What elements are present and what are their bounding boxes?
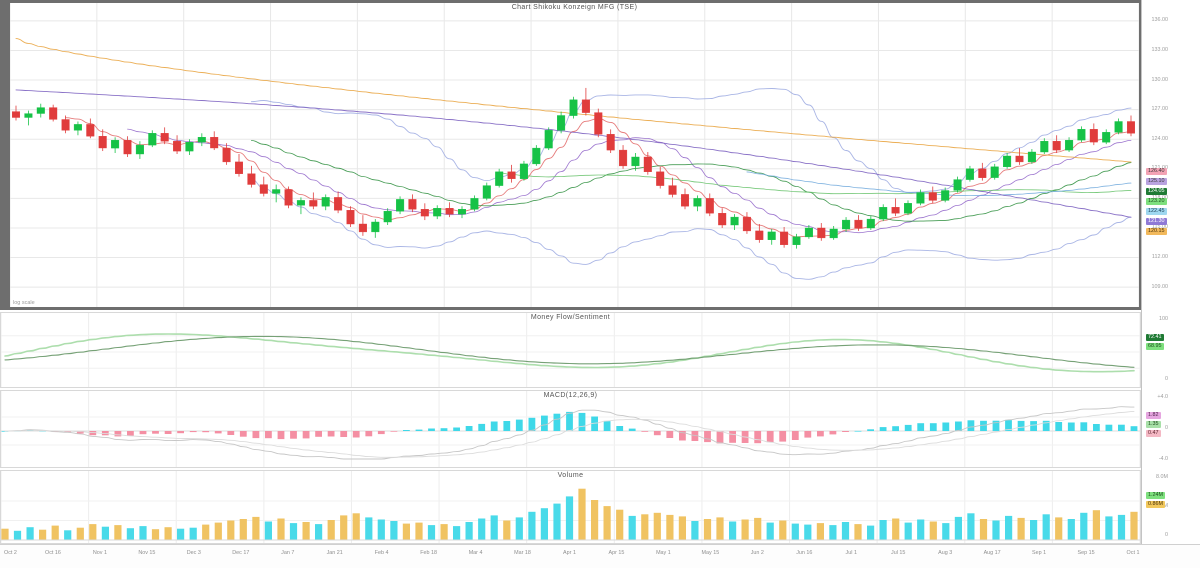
price-axis-value-badge[interactable]: 123.20 <box>1146 198 1167 205</box>
price-axis-tick: 136.00 <box>1151 17 1169 24</box>
date-axis-label: Mar 4 <box>468 550 483 556</box>
price-axis-value-badge[interactable]: 121.30 <box>1146 218 1167 225</box>
date-axis-label: Jun 16 <box>796 550 813 556</box>
date-axis-label: Apr 15 <box>608 550 625 556</box>
panel-value-badge[interactable]: 72.41 <box>1146 334 1164 341</box>
price-axis-value-badge[interactable]: 126.40 <box>1146 168 1167 175</box>
date-axis-label: Jun 2 <box>750 550 764 556</box>
price-axis-column[interactable]: 136.00133.00130.00127.00124.00121.00118.… <box>1141 0 1200 544</box>
price-axis-tick: 130.00 <box>1151 76 1169 83</box>
date-axis-label: Dec 17 <box>232 550 250 556</box>
price-axis-tick: 109.00 <box>1151 283 1169 290</box>
money-flow-title: Money Flow/Sentiment <box>530 314 611 321</box>
panel-value-badge[interactable]: 68.95 <box>1146 343 1164 350</box>
money-flow-canvas[interactable] <box>1 313 1140 387</box>
panel-axis-max: +4.0 <box>1157 394 1168 400</box>
volume-title: Volume <box>557 472 584 479</box>
panel-value-badge[interactable]: 1.24M <box>1146 492 1165 499</box>
price-axis-tick: 112.00 <box>1151 254 1168 261</box>
date-axis-label: Feb 4 <box>374 550 389 556</box>
panel-axis-min: 0 <box>1165 532 1168 538</box>
date-axis: Oct 2 Oct 16 Nov 1 Nov 15 Dec 3 Dec 17 Jan 7 Ja… <box>0 544 1200 568</box>
date-axis-label: Aug 17 <box>983 550 1001 556</box>
price-axis-value-badge[interactable]: 122.45 <box>1146 208 1167 215</box>
date-axis-label: Nov 1 <box>92 550 107 556</box>
panel-value-badge[interactable]: 1.82 <box>1146 412 1161 419</box>
date-axis-label: Dec 3 <box>186 550 201 556</box>
date-axis-label: Mar 18 <box>514 550 531 556</box>
date-axis-label: Feb 18 <box>420 550 438 556</box>
date-axis-label: Oct 16 <box>45 550 61 556</box>
price-axis-tick: 124.00 <box>1151 135 1169 142</box>
date-axis-label: Jul 1 <box>845 550 857 556</box>
price-panel[interactable]: Chart Shikoku Konzeign MFG (TSE) log sca… <box>10 3 1139 307</box>
date-axis-label: Nov 15 <box>138 550 156 556</box>
money-flow-panel[interactable]: Money Flow/Sentiment <box>0 312 1141 388</box>
volume-panel[interactable]: Volume <box>0 470 1141 544</box>
date-axis-label: May 15 <box>701 550 720 556</box>
price-axis-tick: 133.00 <box>1151 46 1169 53</box>
date-axis-label: Jan 21 <box>326 550 343 556</box>
date-axis-label: Aug 3 <box>938 550 953 556</box>
macd-canvas[interactable] <box>1 391 1140 467</box>
price-panel-title: Chart Shikoku Konzeign MFG (TSE) <box>511 4 638 11</box>
price-axis-value-badge[interactable]: 125.10 <box>1146 178 1167 185</box>
date-axis-label: Jan 7 <box>281 550 295 556</box>
date-axis-label: Sep 1 <box>1032 550 1047 556</box>
panel-axis-max: 8.0M <box>1156 474 1168 480</box>
price-scale-label: log scale <box>13 300 35 306</box>
date-axis-label: May 1 <box>656 550 671 556</box>
price-panel-frame: Chart Shikoku Konzeign MFG (TSE) log sca… <box>0 0 1141 310</box>
date-axis-label: Jul 15 <box>891 550 906 556</box>
panel-axis-zero: 0 <box>1165 425 1168 431</box>
macd-title: MACD(12,26,9) <box>543 392 598 399</box>
date-axis-label: Oct 2 <box>4 550 17 556</box>
panel-value-badge[interactable]: 0.47 <box>1146 430 1161 437</box>
panel-value-badge[interactable]: 1.35 <box>1146 421 1161 428</box>
panel-axis-min: 0 <box>1165 376 1168 382</box>
price-axis-tick: 127.00 <box>1151 106 1169 113</box>
price-axis-tick: 118.00 <box>1152 195 1168 201</box>
date-axis-label: Sep 15 <box>1077 550 1095 556</box>
volume-canvas[interactable] <box>1 471 1140 543</box>
panel-axis-max: 100 <box>1159 316 1168 322</box>
price-chart-canvas[interactable] <box>10 3 1139 307</box>
date-axis-label: Oct 1 <box>1126 550 1140 556</box>
date-axis-label: Apr 1 <box>563 550 576 556</box>
price-axis-value-badge[interactable]: 120.15 <box>1146 228 1167 235</box>
panel-value-badge[interactable]: 0.86M <box>1146 501 1165 508</box>
price-axis-tick: 115.00 <box>1152 224 1168 230</box>
price-axis-value-badge[interactable]: 124.05 <box>1146 188 1167 195</box>
macd-panel[interactable]: MACD(12,26,9) <box>0 390 1141 468</box>
panel-axis-min: -4.0 <box>1158 456 1168 462</box>
